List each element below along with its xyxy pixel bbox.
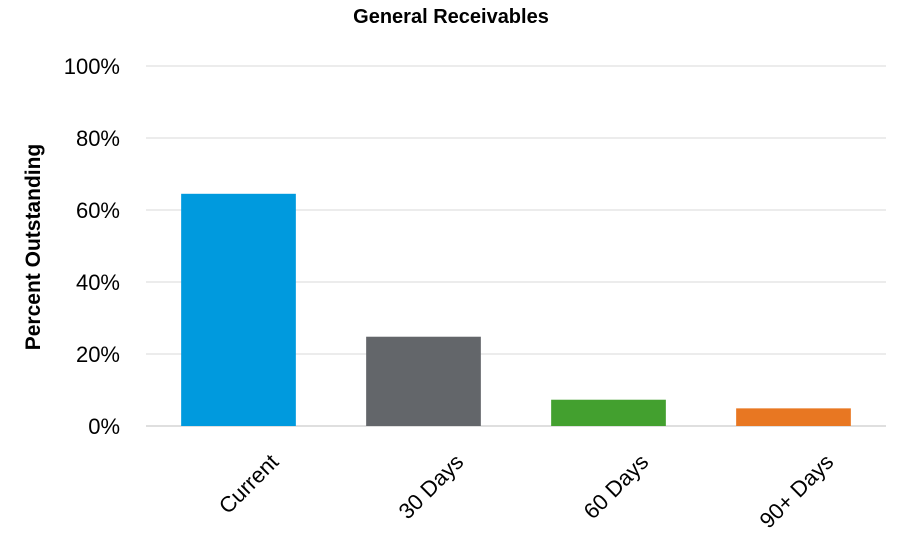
x-tick-labels: Current 30 Days 60 Days 90+ Days — [214, 449, 839, 533]
bars — [181, 193, 851, 426]
y-axis-title: Percent Outstanding — [22, 144, 45, 351]
x-tick-label: 60 Days — [579, 449, 654, 524]
y-tick-label: 20% — [76, 342, 120, 367]
x-tick-label: 30 Days — [394, 449, 469, 524]
y-tick-label: 100% — [64, 54, 120, 79]
bar-30-days — [366, 336, 481, 426]
bar-60-days — [551, 399, 666, 426]
x-tick-label: Current — [214, 449, 284, 519]
y-tick-label: 80% — [76, 126, 120, 151]
x-tick-label: 90+ Days — [755, 449, 839, 533]
y-tick-label: 0% — [88, 414, 120, 439]
bar-90-days — [736, 408, 851, 426]
y-tick-label: 60% — [76, 198, 120, 223]
y-tick-labels: 0% 20% 40% 60% 80% 100% — [64, 54, 120, 439]
chart-title: General Receivables — [353, 6, 549, 28]
y-tick-label: 40% — [76, 270, 120, 295]
bar-current — [181, 193, 296, 426]
